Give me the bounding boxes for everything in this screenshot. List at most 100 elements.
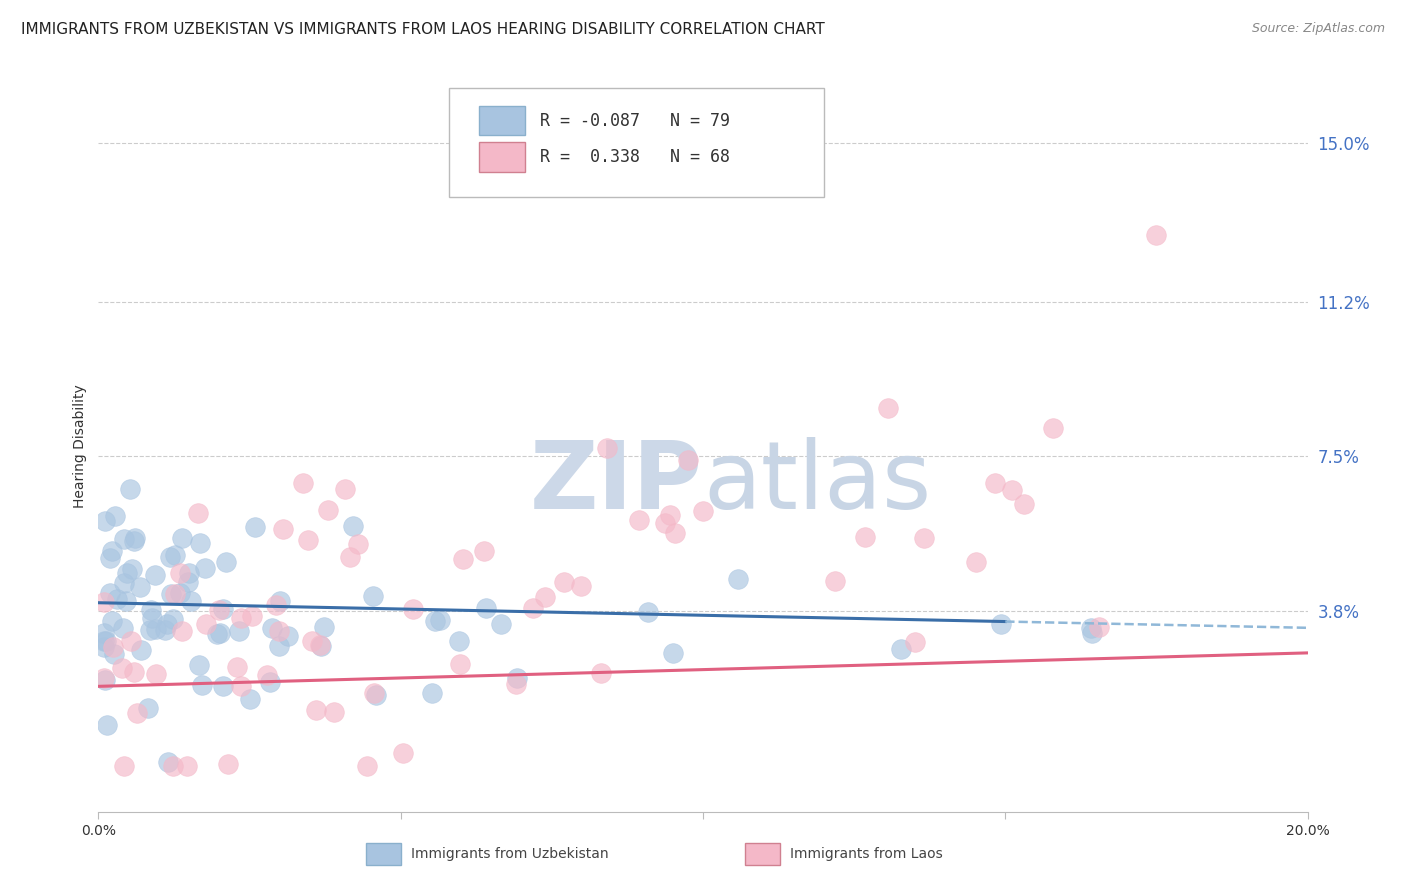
Point — [990, 617, 1012, 632]
Point — [1080, 621, 1102, 635]
Point — [208, 603, 231, 617]
Point — [217, 757, 239, 772]
Point — [346, 537, 368, 551]
Point — [429, 613, 451, 627]
Point — [243, 520, 266, 534]
Point — [269, 594, 291, 608]
Point — [297, 533, 319, 548]
Point — [162, 758, 184, 772]
Point — [121, 634, 143, 648]
Point — [194, 616, 217, 631]
Point — [342, 519, 364, 533]
Point — [93, 671, 115, 685]
Point — [264, 598, 287, 612]
Point — [316, 502, 339, 516]
Point — [172, 531, 194, 545]
Point — [301, 634, 323, 648]
Point — [128, 580, 150, 594]
Point — [212, 602, 235, 616]
Point — [628, 513, 651, 527]
Point — [153, 624, 176, 638]
Point — [115, 566, 138, 580]
Point — [491, 616, 513, 631]
Point — [159, 549, 181, 564]
Point — [876, 401, 898, 415]
Point — [98, 586, 121, 600]
Point — [664, 526, 686, 541]
Point — [1081, 626, 1104, 640]
Point — [112, 621, 135, 635]
Point — [187, 506, 209, 520]
Point — [637, 605, 659, 619]
Point — [309, 639, 332, 653]
Point — [1088, 620, 1111, 634]
Text: Immigrants from Uzbekistan: Immigrants from Uzbekistan — [411, 847, 609, 861]
Point — [239, 692, 262, 706]
Point — [114, 758, 136, 772]
Point — [165, 587, 187, 601]
Point — [553, 575, 575, 590]
Point — [356, 758, 378, 772]
Point — [1042, 420, 1064, 434]
Text: R = -0.087   N = 79: R = -0.087 N = 79 — [540, 112, 730, 129]
Point — [208, 626, 231, 640]
Point — [138, 701, 160, 715]
Point — [904, 634, 927, 648]
Text: ZIP: ZIP — [530, 436, 703, 529]
Point — [240, 608, 263, 623]
Point — [177, 574, 200, 589]
Point — [191, 678, 214, 692]
Point — [659, 508, 682, 523]
Point — [727, 573, 749, 587]
Point — [118, 482, 141, 496]
Point — [163, 548, 186, 562]
Text: atlas: atlas — [703, 436, 931, 529]
Point — [100, 543, 122, 558]
Point — [256, 668, 278, 682]
Point — [111, 660, 134, 674]
Point — [475, 601, 498, 615]
Point — [169, 566, 191, 581]
Point — [589, 665, 612, 680]
Point — [364, 688, 387, 702]
Point — [93, 626, 115, 640]
Point — [190, 536, 212, 550]
Point — [122, 534, 145, 549]
Point — [522, 600, 544, 615]
Point — [228, 624, 250, 638]
Point — [1144, 227, 1167, 242]
Text: IMMIGRANTS FROM UZBEKISTAN VS IMMIGRANTS FROM LAOS HEARING DISABILITY CORRELATIO: IMMIGRANTS FROM UZBEKISTAN VS IMMIGRANTS… — [21, 22, 825, 37]
Point — [506, 671, 529, 685]
Point — [449, 657, 471, 671]
Point — [194, 561, 217, 575]
Point — [260, 622, 283, 636]
Point — [654, 516, 676, 530]
Point — [179, 566, 201, 580]
Point — [176, 758, 198, 772]
Point — [93, 640, 115, 654]
Point — [229, 679, 252, 693]
Point — [420, 686, 443, 700]
Point — [141, 610, 163, 624]
Point — [112, 532, 135, 546]
Point — [277, 629, 299, 643]
Point — [912, 531, 935, 545]
Point — [569, 579, 592, 593]
Point — [170, 624, 193, 638]
Point — [662, 646, 685, 660]
Point — [162, 612, 184, 626]
Point — [267, 639, 290, 653]
Point — [93, 595, 115, 609]
Point — [965, 555, 987, 569]
Point — [169, 586, 191, 600]
Point — [267, 624, 290, 639]
Point — [447, 634, 470, 648]
Point — [112, 575, 135, 590]
Point — [259, 674, 281, 689]
Point — [333, 482, 356, 496]
Point — [139, 603, 162, 617]
Point — [890, 641, 912, 656]
Point — [121, 562, 143, 576]
Point — [94, 514, 117, 528]
Point — [157, 755, 180, 769]
